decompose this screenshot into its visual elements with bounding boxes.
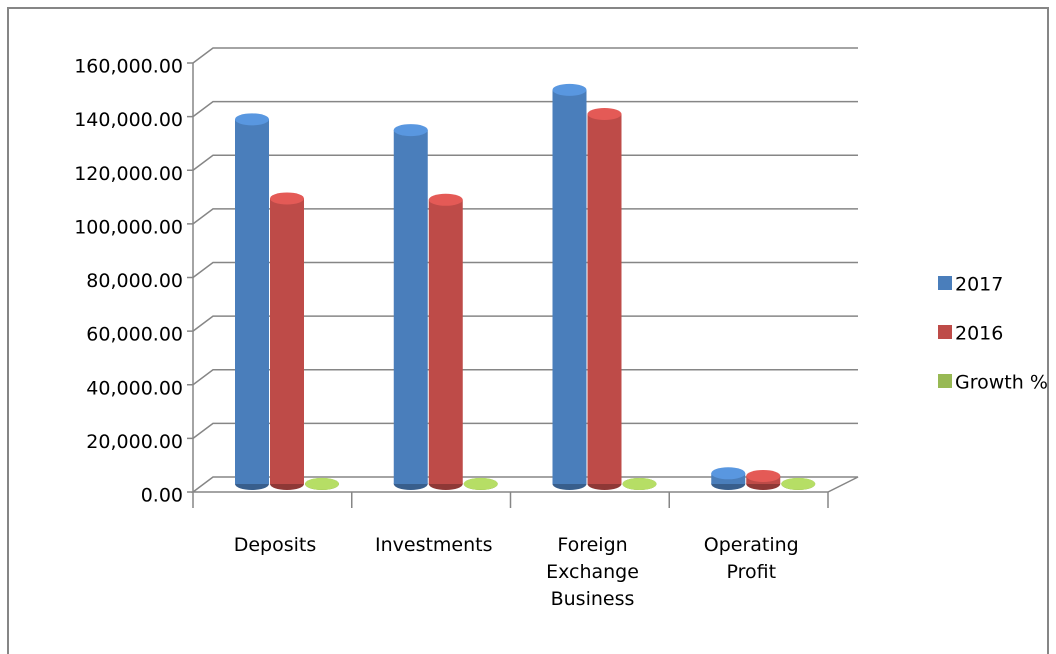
y-tick-label: 60,000.00 bbox=[86, 324, 183, 346]
grid-line bbox=[192, 208, 858, 225]
bar-body bbox=[587, 113, 622, 485]
bar-body bbox=[552, 89, 587, 484]
legend-swatch bbox=[938, 276, 952, 290]
x-tick-label: Investments bbox=[375, 534, 493, 556]
bar-top bbox=[552, 83, 587, 96]
bar bbox=[393, 124, 428, 490]
bar-top bbox=[746, 469, 781, 482]
x-tick-label: Foreign Exchange Business bbox=[546, 534, 639, 610]
bar bbox=[622, 477, 657, 490]
bar-top bbox=[235, 113, 269, 126]
bar-body bbox=[235, 119, 269, 484]
y-tick-label: 120,000.00 bbox=[74, 163, 183, 185]
bar-top bbox=[781, 477, 816, 490]
legend-swatch bbox=[938, 374, 952, 388]
y-tick-label: 140,000.00 bbox=[74, 109, 183, 131]
bar bbox=[305, 477, 339, 490]
bar-top bbox=[428, 193, 463, 206]
y-tick-label: 40,000.00 bbox=[86, 377, 183, 399]
x-tick-label: Deposits bbox=[234, 534, 317, 556]
bar-top bbox=[393, 124, 428, 137]
grid-line bbox=[192, 422, 858, 439]
grid-line bbox=[192, 154, 858, 171]
bar bbox=[235, 113, 269, 490]
y-tick-label: 80,000.00 bbox=[86, 270, 183, 292]
bar-top bbox=[622, 477, 657, 490]
y-tick-label: 20,000.00 bbox=[86, 431, 183, 453]
grid-line bbox=[192, 261, 858, 279]
bar bbox=[587, 107, 622, 490]
bar bbox=[428, 193, 463, 490]
legend-swatch bbox=[938, 325, 952, 339]
x-tick-label: Operating Profit bbox=[704, 534, 799, 583]
bar bbox=[711, 467, 746, 490]
floor bbox=[190, 476, 859, 493]
bar-body bbox=[270, 198, 304, 484]
grid-line bbox=[192, 47, 858, 64]
y-tick-label: 0.00 bbox=[141, 485, 183, 507]
bar-top bbox=[270, 192, 304, 205]
bar bbox=[463, 477, 498, 490]
y-tick-label: 160,000.00 bbox=[74, 56, 183, 78]
legend-label: 2016 bbox=[955, 323, 1003, 345]
bar-top bbox=[587, 107, 622, 120]
grid-line bbox=[192, 369, 858, 386]
chart-border bbox=[7, 7, 1049, 654]
grid-line bbox=[192, 100, 858, 118]
bar bbox=[552, 83, 587, 490]
bar-body bbox=[393, 130, 428, 484]
bar bbox=[781, 477, 816, 490]
bar bbox=[746, 469, 781, 490]
bar-top bbox=[711, 467, 746, 480]
bar-top bbox=[463, 477, 498, 490]
legend-label: 2017 bbox=[955, 274, 1003, 296]
legend-label: Growth % bbox=[955, 372, 1048, 394]
bar bbox=[270, 192, 304, 490]
y-tick-label: 100,000.00 bbox=[74, 216, 183, 238]
bar-top bbox=[305, 477, 339, 490]
bar-body bbox=[428, 199, 463, 484]
grid-line bbox=[192, 315, 858, 332]
